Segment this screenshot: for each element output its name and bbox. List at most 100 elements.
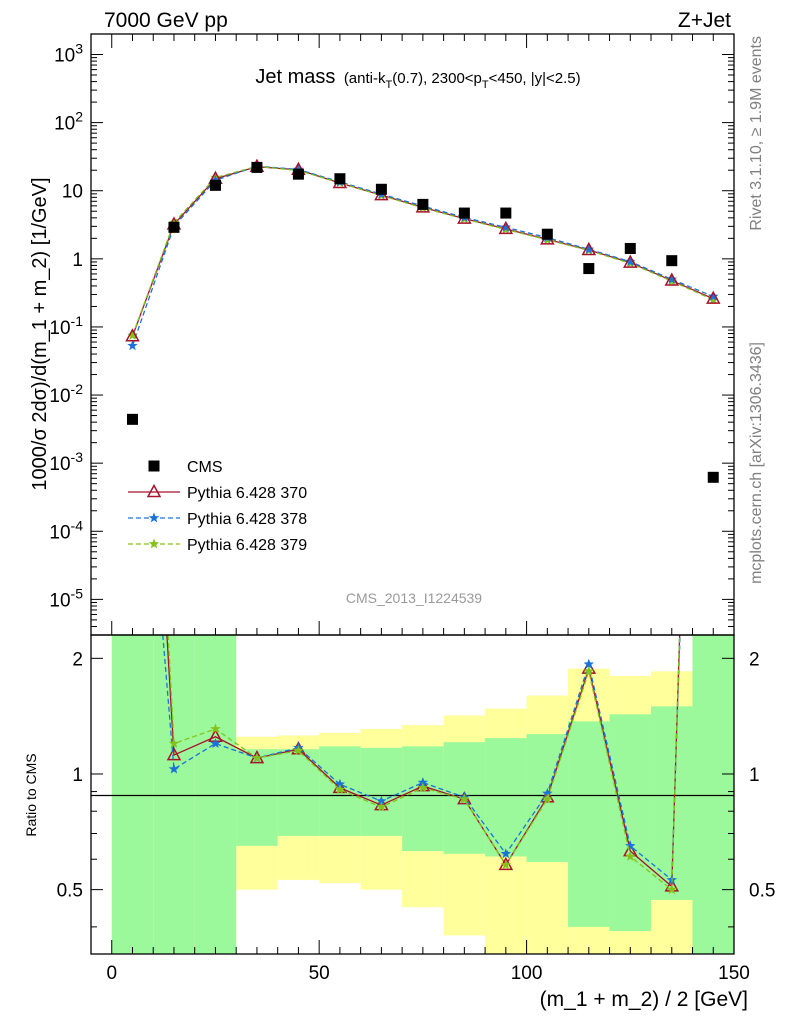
ratio-plot-frame [90, 634, 735, 955]
ratio-point-s1-11 [583, 658, 594, 669]
legend: CMS Pythia 6.428 370 Pythia 6.428 378 Pythi… [128, 459, 307, 554]
ratio-y-axis-title: Ratio to CMS [23, 753, 39, 836]
legend-label-3: Pythia 6.428 379 [187, 537, 307, 554]
legend-marker-2 [148, 512, 160, 523]
main-point-s0-9 [500, 207, 512, 219]
ratio-point-s2-5 [334, 784, 346, 795]
main-point-s0-11 [583, 263, 595, 275]
main-point-s0-13 [666, 255, 678, 267]
legend-marker-0 [148, 460, 160, 472]
mcplots-label: mcplots.cern.ch [arXiv:1306.3436] [748, 342, 765, 584]
main-point-s0-2 [209, 179, 221, 191]
ratio-point-s1-10 [542, 787, 553, 798]
band-inner-bin-3 [236, 749, 278, 846]
main-point-s0-12 [624, 242, 636, 254]
ratio-point-s2-9 [500, 859, 512, 870]
ratio-point-s0-1 [166, 747, 182, 761]
ratio-point-s2-13 [666, 884, 677, 895]
main-y-tick-label: 10-4 [49, 517, 83, 543]
main-y-tick-label: 103 [54, 41, 83, 67]
main-series-group [125, 158, 721, 483]
ratio-point-s2-12 [625, 851, 636, 861]
main-y-tick-label: 102 [54, 109, 83, 135]
main-y-tick-label: 10-3 [49, 449, 83, 475]
main-point-s0-8 [458, 207, 470, 219]
ratio-point-s1-12 [625, 840, 636, 851]
x-tick-label: 0 [106, 963, 117, 984]
legend-label-2: Pythia 6.428 378 [187, 511, 307, 528]
main-point-s1-14 [705, 290, 721, 304]
main-point-s0-3 [251, 161, 263, 173]
ratio-y-tick-label-right: 2 [749, 649, 760, 670]
main-point-s2-12 [625, 256, 636, 267]
legend-marker-3 [148, 538, 160, 549]
main-y-tick-label: 10-2 [49, 381, 83, 407]
rivet-version-label: Rivet 3.1.10, ≥ 1.9M events [748, 36, 765, 231]
header-left: 7000 GeV pp [104, 9, 228, 32]
main-point-s0-6 [375, 183, 387, 195]
band-inner-bin-14 [692, 635, 734, 954]
x-tick-label: 50 [309, 963, 330, 984]
ratio-y-tick-label: 0.5 [57, 881, 83, 902]
ratio-uncertainty-bands [111, 635, 734, 954]
main-point-s2-13 [666, 273, 677, 284]
main-point-s1-11 [581, 241, 597, 256]
main-title-name: Jet mass [255, 66, 335, 88]
ratio-point-s0-10 [540, 789, 555, 803]
header-right: Z+Jet [678, 9, 731, 32]
band-inner-bin-2 [194, 635, 237, 954]
ratio-series-group [162, 635, 681, 895]
x-tick-label: 150 [718, 963, 750, 984]
main-point-s0-7 [417, 198, 429, 210]
band-inner-bin-0 [111, 635, 154, 954]
main-point-s3-14 [708, 294, 719, 305]
ratio-point-s2-11 [583, 665, 594, 676]
main-title-cuts: (anti-kT(0.7), 2300<pT<450, |y|<2.5) [344, 70, 581, 91]
main-y-tick-label: 1 [72, 250, 83, 271]
legend-label-0: CMS [187, 459, 223, 476]
band-inner-bin-7 [402, 746, 444, 852]
ratio-y-tick-label-right: 0.5 [749, 881, 775, 902]
ratio-point-s1-5 [334, 778, 346, 789]
ratio-point-s2-6 [376, 801, 387, 812]
ratio-point-s1-2 [210, 738, 221, 748]
main-point-s2-11 [583, 243, 594, 254]
main-point-s1-9 [498, 220, 514, 235]
main-point-s0-5 [334, 173, 346, 185]
band-inner-bin-11 [568, 721, 610, 927]
main-point-s0-1 [168, 221, 180, 233]
band-inner-bin-12 [609, 714, 652, 932]
main-point-s0-14 [707, 471, 719, 483]
main-point-s0-4 [292, 168, 304, 180]
ratio-point-s1-6 [376, 795, 387, 806]
ratio-point-s1-9 [500, 848, 512, 859]
ratio-point-s2-3 [251, 752, 263, 763]
main-y-axis-title: 1000/σ 2dσ)/d(m_1 + m_2) [1/GeV] [29, 177, 51, 490]
analysis-id-label: CMS_2013_I1224539 [346, 590, 482, 606]
legend-marker-1 [146, 483, 162, 498]
main-line-series-2 [131, 165, 714, 346]
band-inner-bin-1 [153, 635, 195, 954]
band-inner-bin-9 [485, 738, 527, 857]
main-point-s1-12 [623, 254, 638, 268]
ratio-point-s2-1 [168, 738, 180, 748]
main-point-s0-0 [126, 413, 138, 425]
main-title: Jet mass (anti-kT(0.7), 2300<pT<450, |y|… [255, 66, 580, 91]
main-point-s1-0 [125, 328, 140, 342]
ratio-y-tick-label-right: 1 [749, 765, 760, 786]
main-point-s0-10 [541, 228, 553, 240]
band-inner-bin-6 [360, 747, 403, 836]
ratio-point-s2-4 [293, 745, 304, 756]
main-y-tick-label: 10-5 [49, 585, 83, 611]
ratio-point-s1-1 [168, 763, 180, 774]
main-point-s2-0 [127, 340, 138, 351]
ratio-point-s2-7 [417, 782, 429, 793]
ratio-point-s2-2 [210, 723, 221, 734]
axis-ticks: 10-5 10-4 10-3 10-2 10-1 1 10 102 103 0 50 100 150 0.… [49, 33, 775, 984]
ratio-point-s0-6 [374, 797, 389, 811]
main-y-tick-label: 10 [62, 182, 83, 203]
x-tick-label: 100 [511, 963, 543, 984]
ratio-point-s2-8 [459, 793, 470, 804]
main-point-s1-13 [664, 272, 680, 286]
main-point-s3-0 [127, 330, 138, 340]
